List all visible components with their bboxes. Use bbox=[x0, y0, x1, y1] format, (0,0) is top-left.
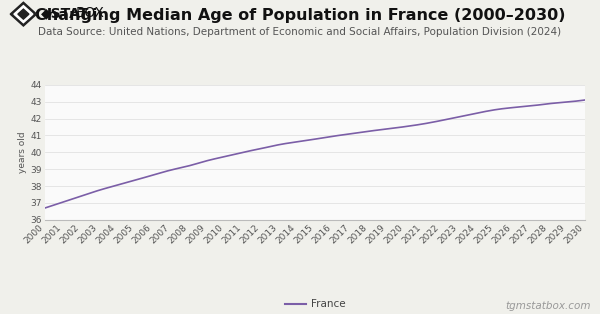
Legend: France: France bbox=[281, 295, 349, 314]
Text: Changing Median Age of Population in France (2000–2030): Changing Median Age of Population in Fra… bbox=[35, 8, 565, 23]
Text: Data Source: United Nations, Department of Economic and Social Affairs, Populati: Data Source: United Nations, Department … bbox=[38, 27, 562, 37]
Text: BOX: BOX bbox=[76, 6, 104, 20]
Y-axis label: years old: years old bbox=[17, 132, 26, 173]
Text: tgmstatbox.com: tgmstatbox.com bbox=[505, 301, 591, 311]
Text: ◆STAT: ◆STAT bbox=[41, 6, 90, 20]
